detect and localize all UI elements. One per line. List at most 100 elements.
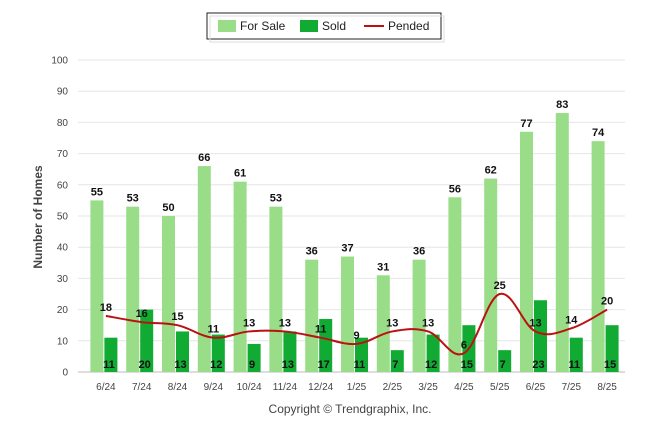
y-axis-ticks: 0 10 20 30 40 50 60 70 80 90 100 [51,56,68,379]
x-tick-label: 10/24 [237,382,262,393]
for-sale-label: 77 [520,118,532,130]
pended-label: 13 [422,317,434,329]
for-sale-bar [341,256,354,372]
pended-label: 13 [386,317,398,329]
sold-label: 9 [249,359,255,371]
for-sale-label: 55 [91,186,103,198]
for-sale-label: 36 [306,246,318,258]
sold-label: 17 [318,359,330,371]
for-sale-label: 74 [592,127,605,139]
legend-box [206,12,442,40]
x-tick-label: 9/24 [204,382,224,393]
x-tick-label: 4/25 [454,382,474,393]
y-tick-label: 80 [57,118,69,129]
for-sale-label: 62 [485,165,497,177]
sold-label: 12 [210,359,222,371]
legend-shadow [209,15,445,43]
for-sale-bar [484,178,498,372]
x-tick-label: 8/24 [168,382,188,393]
x-tick-label: 6/24 [96,382,116,393]
for-sale-bar [555,113,569,372]
for-sale-bar [126,206,140,372]
sold-label: 11 [354,359,366,371]
legend-swatch-for-sale [218,20,236,32]
copyright-credit: Copyright © Trendgraphix, Inc. [269,402,432,416]
pended-line-path [105,292,608,356]
sold-label: 13 [174,359,186,371]
for-sale-bar [162,216,175,372]
pended-label: 25 [494,280,506,292]
sold-bar [283,331,297,372]
sold-label: 7 [500,359,506,371]
y-axis-title: Number of Homes [31,165,45,269]
sold-label: 23 [532,359,544,371]
sold-label: 11 [568,359,580,371]
for-sale-label: 36 [413,246,425,258]
x-tick-label: 1/25 [347,382,367,393]
sold-bar [569,337,583,372]
for-sale-label: 37 [341,243,353,255]
legend-label: Pended [388,19,429,33]
x-tick-label: 12/24 [308,382,333,393]
sold-bar [390,350,404,372]
for-sale-label: 31 [377,261,389,273]
pended-label: 13 [279,317,291,329]
for-sale-label: 61 [234,168,246,180]
sold-bar [104,337,118,372]
y-tick-label: 10 [57,336,69,347]
x-tick-label: 7/24 [132,382,152,393]
legend-swatch-sold [300,20,318,32]
y-tick-label: 60 [57,180,69,191]
for-sale-label: 53 [270,193,282,205]
for-sale-bar [233,181,247,372]
sold-label: 13 [282,359,294,371]
sold-label: 12 [425,359,437,371]
sold-bar [498,350,512,372]
x-tick-label: 7/25 [562,382,582,393]
pended-label: 11 [315,324,327,336]
pended-line [105,292,608,356]
y-tick-label: 20 [57,305,69,316]
bars [90,113,619,372]
for-sale-bar [90,200,104,372]
sold-bar [355,337,368,372]
sold-label: 11 [103,359,115,371]
legend-label: For Sale [240,19,286,33]
pended-label: 11 [207,324,219,336]
x-tick-label: 6/25 [526,382,546,393]
for-sale-bar [376,275,390,372]
pended-label: 15 [171,311,183,323]
for-sale-label: 56 [449,183,461,195]
sold-label: 15 [604,359,616,371]
data-labels: 55 11 53 20 50 13 66 12 61 9 53 13 36 17 37 11 31 7 36 12 56… [91,99,616,371]
x-tick-label: 2/25 [383,382,403,393]
sold-label: 15 [461,359,473,371]
pended-label: 13 [529,317,541,329]
y-tick-label: 90 [57,87,69,98]
pended-label: 13 [243,317,255,329]
y-tick-label: 70 [57,149,69,160]
sold-label: 7 [392,359,398,371]
for-sale-label: 53 [127,193,139,205]
sold-bar [605,325,619,372]
sold-bar [426,334,440,372]
for-sale-label: 83 [556,99,568,111]
pended-label: 16 [136,308,148,320]
for-sale-label: 66 [198,152,210,164]
y-tick-label: 40 [57,243,69,254]
pended-label: 20 [601,296,613,308]
y-tick-label: 0 [62,368,68,379]
x-tick-label: 3/25 [418,382,438,393]
sold-label: 20 [139,359,151,371]
for-sale-bar [520,131,533,372]
for-sale-bar [448,197,462,372]
for-sale-bar [305,259,319,372]
legend-label: Sold [322,19,346,33]
pended-label: 9 [353,330,359,342]
pended-label: 14 [565,314,578,326]
legend: For Sale Sold Pended [206,12,445,43]
x-tick-label: 11/24 [273,382,298,393]
sold-bar [176,331,189,372]
sold-bar [247,343,261,372]
